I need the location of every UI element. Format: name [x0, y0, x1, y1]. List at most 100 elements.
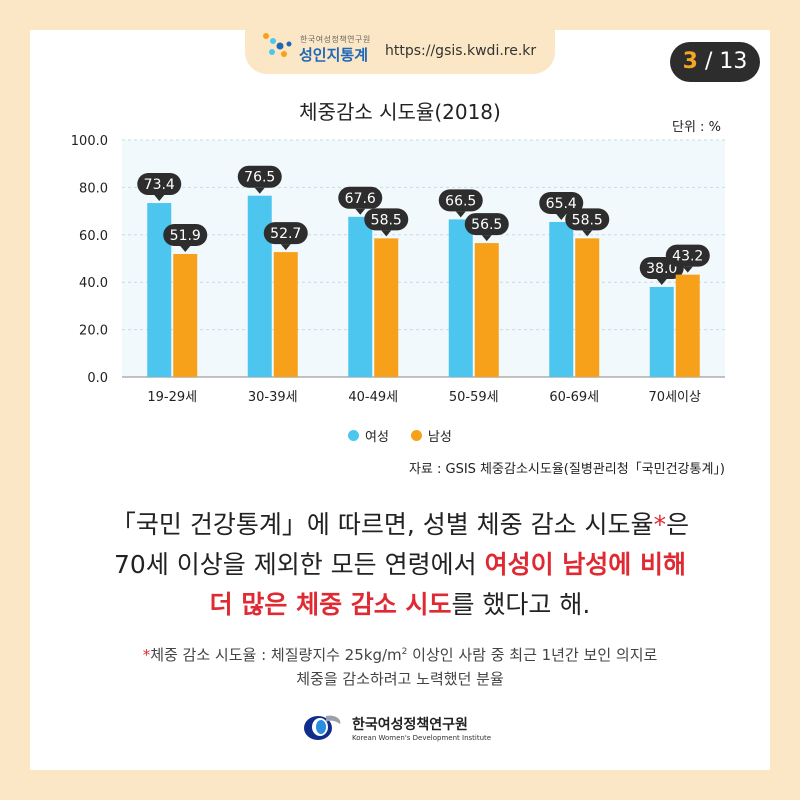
- footnote-asterisk: *: [142, 646, 151, 664]
- main-line-1: 「국민 건강통계」에 따르면, 성별 체중 감소 시도율*은: [0, 505, 800, 545]
- main-line-2a: 70세 이상을 제외한 모든 연령에서: [114, 550, 485, 579]
- footnote: *체중 감소 시도율 : 체질량지수 25kg/m2 이상인 사람 중 최근 1…: [0, 640, 800, 691]
- data-label: 66.5: [445, 193, 476, 209]
- data-label: 56.5: [471, 217, 502, 233]
- footnote-sup: 2: [401, 647, 408, 657]
- legend-male-label: 남성: [427, 430, 452, 445]
- main-asterisk: *: [653, 510, 667, 539]
- plot-area: [122, 140, 725, 377]
- org-name: 한국여성정책연구원: [352, 717, 468, 733]
- main-line-1b: 은: [666, 510, 690, 539]
- data-label-bubble: [539, 192, 584, 215]
- data-label-pointer: [154, 195, 165, 202]
- data-label-bubble: [263, 222, 308, 245]
- data-label-pointer: [280, 244, 291, 251]
- unit-label: 단위 : %: [672, 120, 721, 135]
- data-label: 58.5: [572, 212, 603, 228]
- legend: 여성 남성: [348, 426, 452, 445]
- bar: [448, 219, 473, 377]
- bar: [374, 238, 399, 377]
- data-label-pointer: [455, 211, 466, 218]
- data-label-pointer: [556, 214, 567, 221]
- data-label-pointer: [180, 245, 191, 252]
- page-separator: /: [697, 49, 720, 74]
- bar: [549, 222, 574, 377]
- y-tick-label: 80.0: [79, 181, 108, 196]
- main-message: 「국민 건강통계」에 따르면, 성별 체중 감소 시도율*은 70세 이상을 제…: [0, 505, 800, 625]
- page-current: 3: [682, 49, 698, 74]
- page-indicator: 3 / 13: [670, 42, 760, 82]
- data-label: 73.4: [144, 177, 175, 193]
- footnote-line-1a: 체중 감소 시도율 : 체질량지수 25kg/m: [150, 646, 402, 664]
- data-label-bubble: [438, 189, 483, 212]
- data-label: 38.0: [646, 261, 677, 277]
- data-label-pointer: [656, 278, 667, 285]
- legend-item-female: 여성: [348, 426, 389, 445]
- data-label-pointer: [254, 187, 265, 194]
- y-tick-label: 20.0: [79, 324, 108, 339]
- main-highlight-2: 더 많은 체중 감소 시도: [209, 590, 452, 619]
- x-tick-label: 19-29세: [147, 390, 197, 405]
- main-line-2: 70세 이상을 제외한 모든 연령에서 여성이 남성에 비해: [0, 545, 800, 585]
- y-tick-label: 60.0: [79, 229, 108, 244]
- data-label: 43.2: [672, 249, 703, 265]
- bar: [575, 238, 600, 377]
- data-label-pointer: [582, 230, 593, 237]
- source-note: 자료 : GSIS 체중감소시도율(질병관리청「국민건강통계」): [408, 462, 725, 477]
- data-label-pointer: [381, 230, 392, 237]
- data-label: 51.9: [170, 228, 201, 244]
- data-label-bubble: [565, 208, 610, 231]
- data-label-bubble: [665, 244, 710, 267]
- gsis-logo-icon: [263, 33, 292, 57]
- x-tick-label: 60-69세: [549, 390, 599, 405]
- site-url[interactable]: https://gsis.kwdi.re.kr: [385, 43, 537, 59]
- legend-female-dot-icon: [348, 430, 359, 441]
- bar: [649, 286, 674, 377]
- bar-chart: 0.0 20.0 40.0 60.0 80.0 100.0 73.4 51.9 19-29세 76…: [71, 134, 725, 405]
- bar: [675, 274, 700, 377]
- bar: [348, 216, 373, 377]
- data-label-pointer: [481, 235, 492, 242]
- legend-item-male: 남성: [410, 426, 452, 445]
- org-name-english: Korean Women's Development Institute: [352, 734, 492, 742]
- kwdi-logo-icon: [304, 715, 341, 740]
- bar: [273, 252, 298, 377]
- page-total: 13: [719, 49, 748, 74]
- data-label: 67.6: [345, 191, 376, 207]
- site-name: 성인지통계: [299, 46, 369, 64]
- data-label-bubble: [237, 165, 282, 188]
- data-label-bubble: [338, 186, 383, 209]
- footnote-line-1b: 이상인 사람 중 최근 1년간 보인 의지로: [407, 646, 658, 664]
- data-label: 58.5: [371, 212, 402, 228]
- data-label-bubble: [364, 208, 409, 231]
- y-tick-label: 40.0: [79, 276, 108, 291]
- x-tick-label: 40-49세: [348, 390, 398, 405]
- main-line-1a: 「국민 건강통계」에 따르면, 성별 체중 감소 시도율: [110, 510, 654, 539]
- data-label: 65.4: [546, 196, 577, 212]
- data-label-bubble: [163, 223, 208, 246]
- x-tick-label: 70세이상: [649, 390, 701, 405]
- y-tick-label: 100.0: [71, 134, 108, 149]
- legend-female-label: 여성: [365, 430, 389, 445]
- org-small-label: 한국여성정책연구원: [300, 35, 371, 44]
- legend-male-dot-icon: [410, 430, 422, 441]
- data-label-pointer: [355, 208, 366, 215]
- x-tick-label: 30-39세: [248, 390, 298, 405]
- y-tick-label: 0.0: [87, 371, 108, 386]
- data-label-pointer: [682, 266, 693, 273]
- data-label: 52.7: [270, 226, 301, 242]
- main-highlight-1: 여성이 남성에 비해: [484, 550, 686, 579]
- footnote-line-2: 체중을 감소하려고 노력했던 분율: [296, 670, 504, 688]
- chart-title: 체중감소 시도율(2018): [299, 100, 501, 124]
- data-label-bubble: [137, 173, 182, 196]
- bar: [247, 195, 272, 377]
- header-tab: [245, 30, 555, 74]
- main-line-3: 더 많은 체중 감소 시도를 했다고 해.: [0, 585, 800, 625]
- bar: [173, 253, 198, 377]
- footnote-line-1: *체중 감소 시도율 : 체질량지수 25kg/m2 이상인 사람 중 최근 1…: [0, 640, 800, 667]
- x-tick-label: 50-59세: [449, 390, 499, 405]
- bar: [474, 243, 499, 377]
- data-label-bubble: [464, 213, 509, 236]
- data-label: 76.5: [244, 170, 275, 186]
- main-line-3b: 를 했다고 해.: [451, 590, 591, 619]
